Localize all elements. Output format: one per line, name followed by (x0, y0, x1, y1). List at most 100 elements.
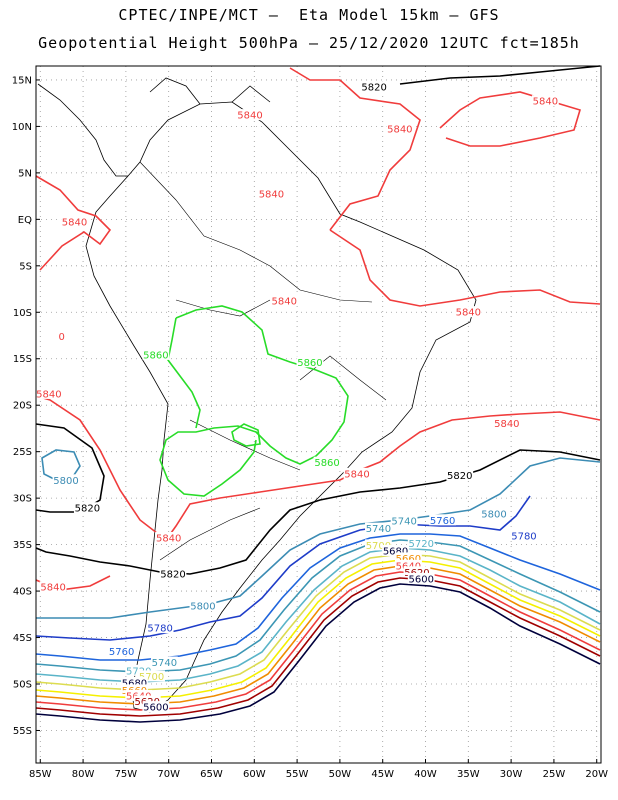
lat-tick-label: 50S (13, 680, 32, 691)
contour-label-bg (57, 330, 66, 342)
contour-label-bg (155, 531, 183, 543)
contour-label-bg (133, 695, 161, 707)
contour-label-bg (142, 348, 170, 360)
contour-5640 (35, 571, 601, 711)
contour-label-bg (454, 306, 482, 318)
contour-5800-main (36, 457, 601, 619)
lat-tick-label: 20S (13, 401, 32, 412)
longitude-axis: 85W 80W 75W 70W 65W 60W 55W 50W 45W 40W 35W 30W 25W 2… (29, 759, 608, 780)
contour-5800-circle (41, 449, 81, 481)
lat-tick-label: 10S (13, 308, 32, 319)
contour-label: 5800 (190, 601, 215, 612)
contour-label: 5760 (430, 516, 455, 527)
contour-label: 5740 (366, 524, 391, 535)
contour-label-bg (407, 537, 435, 549)
contour-label-bg (394, 552, 422, 564)
contour-label: 5840 (533, 97, 558, 108)
contour-label: 5840 (344, 469, 369, 480)
contour-label-bg (390, 515, 418, 527)
lon-tick-label: 70W (157, 769, 180, 780)
contour-label: 5840 (156, 533, 181, 544)
map-title-line-2: Geopotential Height 500hPa – 25/12/2020 … (38, 34, 580, 52)
coastline-central-america (37, 83, 128, 177)
lat-tick-label: 15S (13, 354, 32, 365)
contour-label-bg (125, 689, 153, 701)
lon-tick-label: 30W (500, 769, 523, 780)
contour-label: 5760 (109, 647, 134, 658)
contour-label: 5840 (272, 296, 297, 307)
contour-label-bg (382, 544, 409, 556)
contour-label-bg (510, 530, 538, 542)
lat-tick-label: 15N (12, 75, 32, 86)
lon-tick-label: 25W (543, 769, 566, 780)
contour-label-bg (258, 188, 285, 200)
border-lines (139, 161, 387, 561)
lon-tick-label: 80W (72, 769, 95, 780)
contour-label-bg (446, 469, 474, 481)
contour-label-bg (313, 456, 341, 468)
map-frame (35, 65, 602, 764)
contour-label: 5840 (62, 217, 87, 228)
contour-label: 5740 (152, 658, 177, 669)
contour-label: 5860 (143, 350, 168, 361)
contour-label: 5840 (259, 190, 284, 201)
lon-tick-label: 60W (243, 769, 266, 780)
contour-label: 5840 (456, 308, 481, 319)
contour-label-bg (394, 559, 422, 571)
lat-tick-label: 10N (12, 122, 32, 133)
contour-label-bg (142, 701, 170, 713)
contour-label: 5860 (314, 458, 339, 469)
lon-tick-label: 45W (371, 769, 394, 780)
map-title-line-1: CPTEC/INPE/MCT – Eta Model 15km – GFS (118, 6, 500, 24)
contour-label: 5840 (36, 389, 61, 400)
contour-label-bg (386, 123, 414, 135)
contour-5860-north (159, 305, 349, 497)
contour-5840-north (289, 67, 581, 231)
coastline-caribbean (149, 77, 271, 105)
lat-tick-label: EQ (18, 215, 32, 226)
contour-label: 5720 (409, 539, 434, 550)
contour-label: 5600 (143, 703, 168, 714)
contour-label-bg (365, 539, 392, 551)
lon-tick-label: 55W (286, 769, 309, 780)
contour-label-bg (493, 417, 521, 429)
contour-label-bg (480, 507, 508, 519)
contour-label: 5800 (53, 476, 78, 487)
contour-label: 5840 (387, 125, 412, 136)
contour-label: 5780 (511, 532, 536, 543)
contour-label-bg (146, 622, 174, 634)
lat-tick-label: 25S (13, 447, 32, 458)
contour-label: 0 (58, 332, 64, 343)
contour-label-bg (151, 656, 178, 668)
contour-label: 5800 (481, 509, 506, 520)
contour-label-bg (108, 645, 136, 657)
contour-label-bg (360, 81, 388, 93)
lon-tick-label: 50W (329, 769, 352, 780)
lon-tick-label: 75W (115, 769, 138, 780)
contour-label-bg (61, 215, 88, 227)
lat-tick-label: 40S (13, 587, 32, 598)
contour-5860-small (231, 423, 261, 447)
lat-tick-label: 45S (13, 633, 32, 644)
contour-label: 5700 (366, 541, 391, 552)
contour-label-bg (52, 474, 80, 486)
contour-label-bg (343, 467, 371, 479)
lon-tick-label: 85W (29, 769, 52, 780)
contour-label: 5680 (383, 546, 408, 557)
lat-tick-label: 35S (13, 540, 32, 551)
lon-tick-label: 20W (585, 769, 608, 780)
contour-label: 5820 (160, 570, 185, 581)
contour-label: 5680 (122, 678, 147, 689)
contour-label: 5840 (237, 111, 262, 122)
contour-label: 5780 (147, 624, 172, 635)
contour-label-bg (296, 356, 324, 368)
contour-label: 5840 (40, 583, 65, 594)
contour-label-bg (531, 95, 559, 107)
latitude-axis: 15N 10N 5N EQ 5S 10S 15S 20S 25S 30S 35S 40S 45S 50S 5… (12, 75, 40, 737)
contour-labels: 5820 5840 5840 5840 5840 5840 5840 5840 0 5860 586… (35, 81, 559, 714)
contour-label: 5860 (297, 358, 322, 369)
contour-label-bg (236, 109, 264, 121)
contour-label-bg (365, 522, 392, 534)
contour-5760 (35, 533, 601, 661)
contour-label-bg (39, 581, 67, 593)
